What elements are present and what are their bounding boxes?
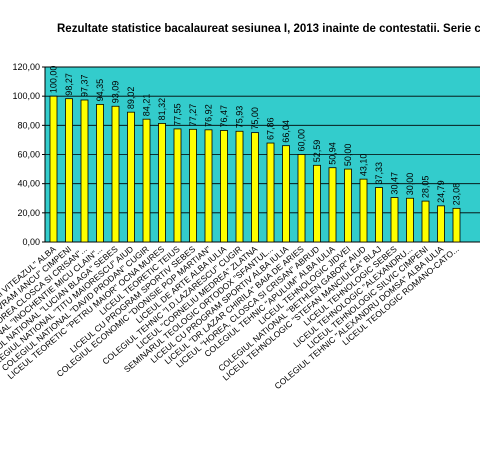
value-label: 24,79 [436,180,446,203]
bar [375,187,383,243]
bar [127,111,135,243]
bar [189,128,197,243]
bar [251,132,259,243]
y-tick-label: 120,00 [12,62,40,72]
value-label: 75,00 [250,107,260,130]
bar [220,130,228,243]
y-tick-label: 80,00 [17,120,40,130]
value-label: 66,04 [281,120,291,143]
bar [452,207,461,243]
value-label: 76,92 [204,104,214,127]
value-label: 89,02 [126,87,136,110]
value-label: 81,32 [157,98,167,121]
bar [359,178,368,243]
value-label: 77,55 [173,103,183,126]
bar [96,104,104,243]
bar [344,168,352,243]
bar [313,164,321,243]
value-label: 50,94 [328,142,338,165]
value-label: 52,59 [312,140,322,163]
bar [158,123,166,243]
value-label: 75,93 [235,106,245,129]
value-label: 77,27 [188,104,198,127]
value-label: 37,33 [374,162,384,185]
value-label: 43,10 [359,154,369,177]
value-label: 30,47 [390,172,400,195]
value-label: 98,27 [64,73,74,96]
bar [266,142,275,243]
bar [235,130,244,243]
bar [111,105,120,243]
value-label: 97,37 [80,74,90,97]
y-tick-label: 0,00 [22,237,40,247]
bar [297,154,306,243]
bar [406,197,414,243]
value-label: 100,00 [49,66,59,94]
value-label: 84,21 [142,94,152,117]
bar [142,118,151,243]
bar [437,205,445,243]
y-tick-label: 40,00 [17,179,40,189]
bar [80,99,89,243]
bar [204,129,213,243]
value-label: 23,08 [452,183,462,206]
bar [49,95,58,243]
value-label: 76,47 [219,105,229,128]
bar [65,98,73,243]
value-label: 94,35 [95,79,105,102]
value-label: 28,05 [421,176,431,199]
chart-title: Rezultate statistice bacalaureat sesiune… [57,23,480,35]
bar [282,145,290,243]
y-tick-label: 20,00 [17,208,40,218]
y-tick-label: 100,00 [12,91,40,101]
value-label: 60,00 [297,129,307,152]
bar [328,167,337,243]
value-label: 30,00 [405,173,415,196]
value-label: 93,09 [111,81,121,104]
value-label: 50,00 [343,144,353,167]
bar [173,128,182,243]
y-tick-label: 60,00 [17,150,40,160]
bar [421,200,430,243]
bar [390,197,399,243]
value-label: 67,86 [266,118,276,141]
